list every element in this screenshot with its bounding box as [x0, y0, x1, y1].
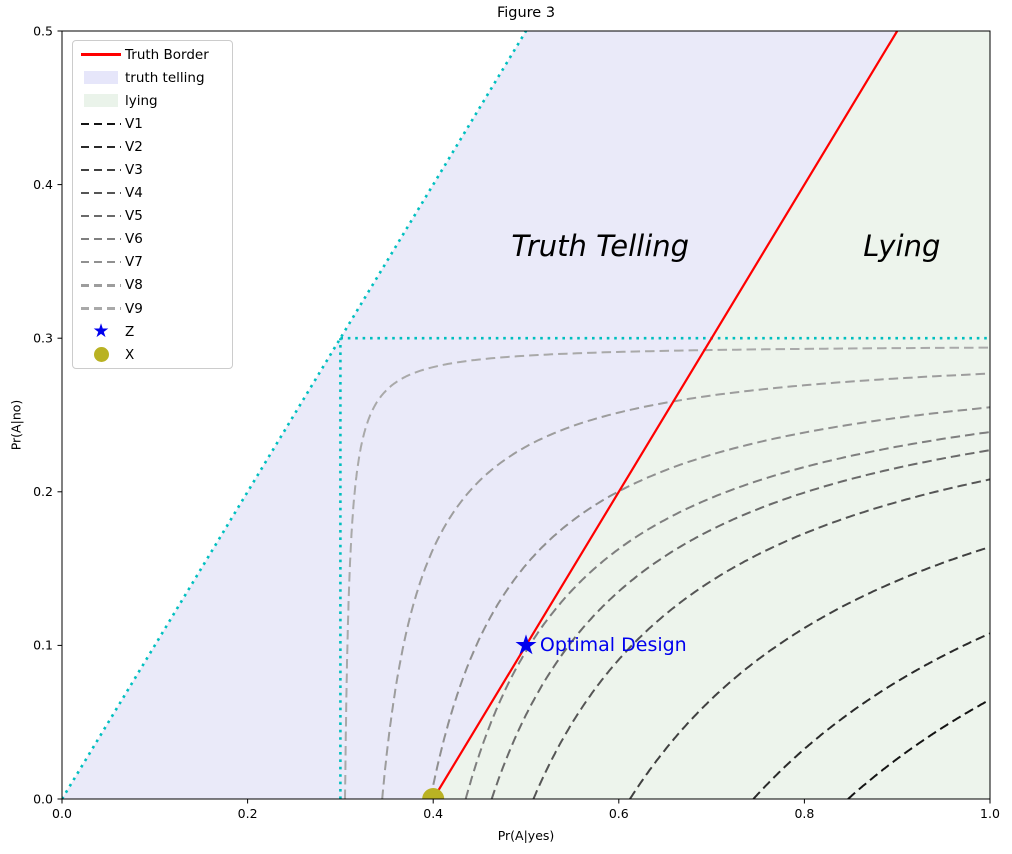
legend-swatch-star-icon: ★ — [81, 320, 121, 343]
dashed-swatch — [81, 238, 121, 241]
legend-entry: V8 — [73, 274, 232, 297]
legend-label: V8 — [125, 277, 143, 294]
legend-entry: V6 — [73, 228, 232, 251]
legend-label: V5 — [125, 208, 143, 225]
legend-swatch-patch — [81, 71, 121, 85]
dashed-swatch — [81, 122, 121, 125]
legend-entry: Truth Border — [73, 43, 232, 66]
legend-label: V6 — [125, 231, 143, 248]
legend-swatch-dashed — [81, 145, 121, 149]
dashed-swatch — [81, 284, 121, 287]
legend-entry: V2 — [73, 135, 232, 158]
legend-swatch-dot-icon — [81, 347, 121, 363]
dashed-swatch — [81, 168, 121, 172]
legend-swatch-dashed — [81, 168, 121, 172]
contour-V9 — [344, 346, 990, 799]
legend-label: V3 — [125, 162, 143, 179]
patch-swatch — [84, 94, 118, 108]
y-tick-label: 0.2 — [33, 484, 53, 499]
y-tick-label: 0.5 — [33, 23, 53, 38]
annotation-truth-telling: Truth Telling — [511, 229, 690, 264]
dot-swatch — [93, 347, 109, 363]
legend-entry: V3 — [73, 158, 232, 181]
legend-label: V1 — [125, 115, 143, 132]
contour-V3 — [629, 546, 990, 799]
legend-swatch-patch — [81, 94, 121, 108]
legend-entry: V9 — [73, 297, 232, 320]
x-axis-label: Pr(A|yes) — [497, 828, 555, 843]
legend-entry: X — [73, 343, 232, 366]
legend-label: Truth Border — [125, 46, 209, 63]
star-swatch: ★ — [92, 320, 110, 343]
legend: Truth Border truth telling lying V1 V2 V3 V4 V5… — [72, 40, 233, 370]
contour-V4 — [532, 478, 990, 799]
legend-label: X — [125, 346, 135, 363]
plot-area-group — [62, 31, 990, 799]
annotation-optimal-design: Optimal Design — [539, 634, 687, 657]
dashed-swatch — [81, 261, 121, 264]
y-axis-label: Pr(A|no) — [8, 399, 24, 451]
legend-label: V7 — [125, 254, 143, 271]
patch-swatch — [84, 71, 118, 85]
legend-label: V9 — [125, 300, 143, 317]
marker-X-dot — [422, 788, 445, 799]
legend-entry: lying — [73, 89, 232, 112]
axes-frame — [61, 30, 991, 800]
contour-V2 — [752, 632, 990, 799]
legend-swatch-dashed — [81, 122, 121, 125]
legend-swatch-dashed — [81, 192, 121, 195]
y-tick-label: 0.3 — [33, 331, 53, 346]
guide-line-diagonal-y-equals-x — [62, 31, 528, 799]
legend-swatch-dashed — [81, 307, 121, 310]
truth-border-line — [432, 31, 899, 799]
figure-title: Figure 3 — [496, 5, 556, 21]
contour-V8 — [381, 372, 990, 799]
legend-swatch-dashed — [81, 261, 121, 264]
x-tick-label: 0.8 — [794, 806, 814, 821]
legend-swatch-dashed — [81, 284, 121, 287]
x-tick-label: 0.2 — [238, 806, 258, 821]
legend-label: truth telling — [125, 69, 205, 86]
contour-V7 — [429, 406, 990, 799]
legend-label: V4 — [125, 185, 143, 202]
annotation-lying: Lying — [863, 229, 941, 264]
x-tick-label: 0.6 — [609, 806, 629, 821]
x-tick-label: 0.0 — [52, 806, 72, 821]
legend-label: Z — [125, 323, 135, 340]
line-swatch — [81, 53, 121, 56]
dashed-swatch — [81, 215, 121, 218]
contour-V5 — [490, 449, 990, 799]
contour-V6 — [464, 431, 990, 799]
x-tick-label: 0.4 — [423, 806, 443, 821]
dashed-swatch — [81, 192, 121, 195]
y-tick-label: 0.0 — [33, 791, 53, 806]
legend-swatch-dashed — [81, 215, 121, 218]
legend-entry: ★ Z — [73, 320, 232, 343]
legend-entry: V7 — [73, 251, 232, 274]
region-truth-telling — [62, 31, 898, 799]
region-lying — [433, 31, 990, 799]
legend-entry: V4 — [73, 182, 232, 205]
legend-swatch-dashed — [81, 238, 121, 241]
marker-Z-star — [515, 634, 537, 655]
legend-label: lying — [125, 92, 158, 109]
dashed-swatch — [81, 145, 121, 149]
y-tick-label: 0.1 — [33, 638, 53, 653]
dashed-swatch — [81, 307, 121, 310]
legend-entry: V5 — [73, 205, 232, 228]
legend-label: V2 — [125, 138, 143, 155]
x-tick-label: 1.0 — [980, 806, 1000, 821]
y-tick-label: 0.4 — [33, 177, 53, 192]
legend-entry: V1 — [73, 112, 232, 135]
legend-entry: truth telling — [73, 66, 232, 89]
legend-swatch-line — [81, 53, 121, 56]
